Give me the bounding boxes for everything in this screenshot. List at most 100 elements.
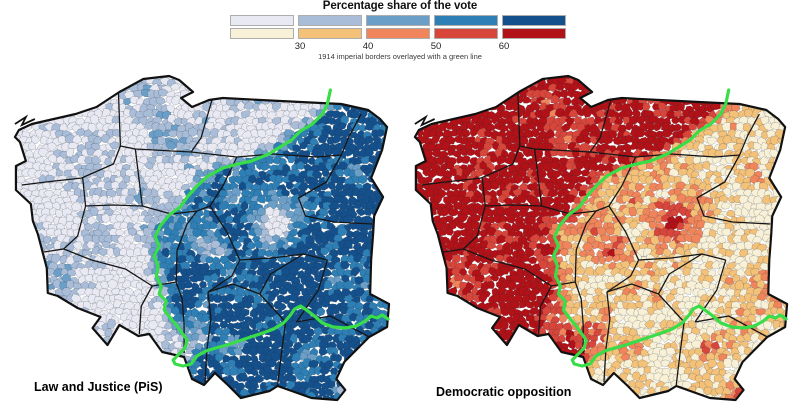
municipality-cell xyxy=(309,137,320,146)
municipality-cell xyxy=(320,247,329,256)
municipality-cell xyxy=(307,156,316,165)
municipality-cell xyxy=(559,89,569,99)
municipality-cell xyxy=(359,155,371,164)
municipality-cell xyxy=(236,222,246,231)
municipality-cell xyxy=(365,321,375,330)
municipality-cell xyxy=(210,272,219,282)
municipality-cell xyxy=(61,287,72,297)
municipality-cell xyxy=(357,123,367,132)
municipality-cell xyxy=(38,188,48,198)
municipality-cell xyxy=(284,247,297,257)
municipality-cell xyxy=(245,248,254,257)
legend-swatch xyxy=(434,28,498,39)
municipality-cell xyxy=(47,153,58,164)
municipality-cell xyxy=(70,293,82,303)
municipality-cell xyxy=(107,279,118,290)
municipality-cell xyxy=(232,167,241,179)
municipality-cell xyxy=(250,128,261,138)
legend-swatch xyxy=(366,28,430,39)
legend-tick-label: 50 xyxy=(430,41,442,52)
municipality-cell xyxy=(142,227,153,237)
legend-subtitle: 1914 imperial borders overlayed with a g… xyxy=(318,52,482,61)
municipality-cell xyxy=(594,154,603,163)
municipality-cell xyxy=(273,227,284,237)
legend-row-opposition xyxy=(230,28,566,39)
municipality-cell xyxy=(326,117,337,125)
municipality-cell xyxy=(115,229,125,237)
legend-tick-label: 60 xyxy=(498,41,510,52)
municipality-cell xyxy=(462,155,471,164)
municipality-cell xyxy=(214,352,225,363)
legend-tick-labels: 30 40 50 60 xyxy=(230,41,566,52)
municipality-cell xyxy=(330,306,340,315)
municipality-cell xyxy=(362,208,373,216)
legend-swatch xyxy=(502,15,566,26)
municipality-cell xyxy=(46,227,56,236)
municipality-cell xyxy=(285,182,296,190)
municipality-cell xyxy=(66,148,75,158)
municipality-cell xyxy=(169,83,180,91)
municipality-cell xyxy=(91,234,101,244)
municipality-cell xyxy=(209,128,220,138)
municipality-cell xyxy=(187,154,198,165)
municipality-cell xyxy=(114,307,124,316)
municipality-cell xyxy=(145,273,155,282)
municipality-cell xyxy=(93,136,103,145)
municipality-cell xyxy=(57,135,67,144)
municipality-cell xyxy=(97,248,108,257)
municipality-cell xyxy=(71,201,83,212)
municipality-cell xyxy=(284,339,294,348)
municipality-cell xyxy=(127,134,139,145)
municipality-cell xyxy=(538,235,548,244)
municipality-cell xyxy=(84,156,95,165)
municipality-cell xyxy=(100,280,109,290)
municipality-cell xyxy=(706,136,717,146)
municipality-cell xyxy=(466,149,476,156)
legend-swatch xyxy=(434,15,498,26)
municipality-cell xyxy=(321,167,330,177)
municipality-cell xyxy=(138,128,149,138)
municipality-cell xyxy=(302,334,313,344)
municipality-cell xyxy=(103,169,113,180)
legend-swatch xyxy=(298,15,362,26)
municipality-cell xyxy=(224,293,235,302)
municipality-cell xyxy=(256,194,266,204)
municipality-cell xyxy=(77,155,87,165)
municipality-cell xyxy=(296,160,307,170)
municipality-cell xyxy=(282,294,292,305)
municipality-cell xyxy=(228,193,238,204)
municipality-cell xyxy=(672,123,682,132)
legend-swatch xyxy=(230,15,294,26)
municipality-cell xyxy=(119,247,129,256)
municipality-cell xyxy=(289,188,300,196)
municipality-cell xyxy=(225,109,236,119)
municipality-cell xyxy=(364,189,374,198)
legend-tick-label: 30 xyxy=(294,41,306,52)
municipality-cell xyxy=(230,129,239,137)
municipality-cell xyxy=(683,286,692,296)
legend-swatch xyxy=(230,28,294,39)
municipality-cell xyxy=(350,110,362,119)
municipality-cell xyxy=(231,240,243,249)
municipality-cell xyxy=(291,261,303,271)
municipality-cell xyxy=(652,122,662,132)
municipality-cell xyxy=(184,279,193,289)
municipality-cell xyxy=(357,175,369,185)
map-label-pis: Law and Justice (PiS) xyxy=(34,380,163,394)
municipality-cell xyxy=(101,241,111,249)
municipality-cell xyxy=(84,223,94,232)
municipality-cell xyxy=(360,281,370,289)
municipality-cell xyxy=(69,154,80,164)
municipality-cell xyxy=(355,114,367,125)
municipality-cell xyxy=(212,109,222,119)
municipality-cell xyxy=(173,340,184,349)
municipality-cell xyxy=(253,227,264,237)
municipality-cell xyxy=(127,227,138,236)
municipality-cell xyxy=(212,293,222,303)
legend-swatch xyxy=(502,28,566,39)
municipality-cell xyxy=(323,280,333,290)
municipality-cell xyxy=(295,372,305,382)
municipality-cell xyxy=(327,181,337,190)
municipality-cell xyxy=(84,274,94,283)
municipality-cell xyxy=(328,200,340,211)
